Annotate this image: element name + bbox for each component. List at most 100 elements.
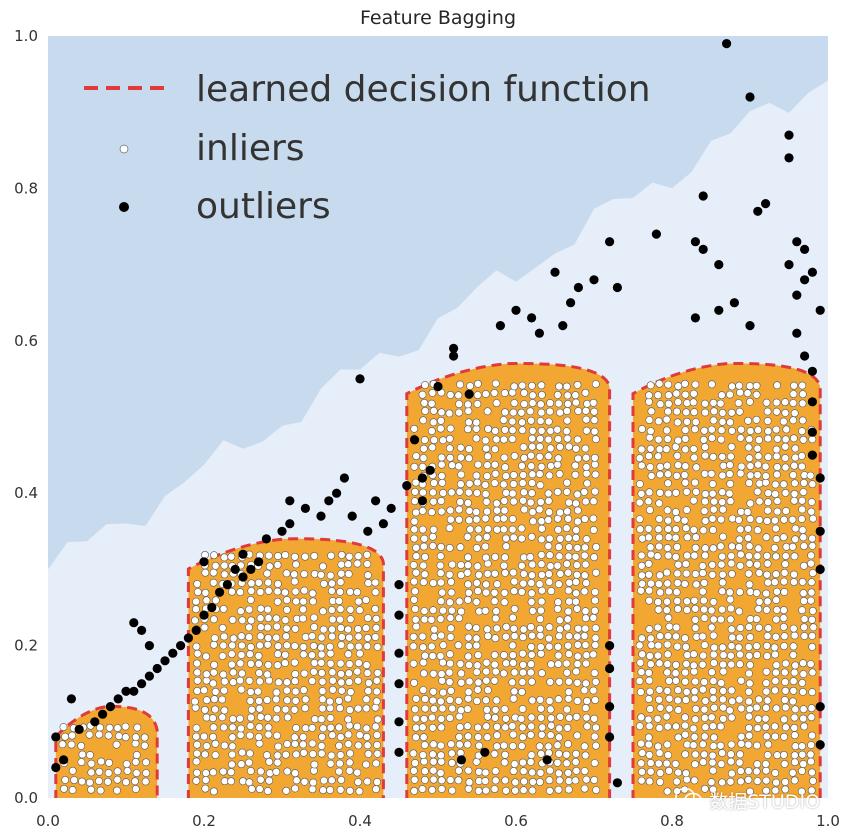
inlier-point bbox=[701, 784, 709, 793]
inlier-point bbox=[483, 686, 492, 695]
inlier-point bbox=[663, 579, 672, 588]
inlier-point bbox=[701, 451, 710, 460]
inlier-point bbox=[716, 741, 725, 750]
inlier-point bbox=[681, 462, 690, 471]
inlier-point bbox=[464, 784, 473, 793]
inlier-point bbox=[446, 453, 455, 462]
inlier-point bbox=[752, 615, 761, 623]
inlier-point bbox=[655, 533, 664, 542]
inlier-point bbox=[655, 659, 664, 668]
inlier-point bbox=[336, 733, 345, 741]
inlier-point bbox=[746, 471, 755, 480]
inlier-point bbox=[752, 767, 761, 776]
legend-label-decision: learned decision function bbox=[196, 69, 651, 110]
inlier-point bbox=[780, 588, 789, 596]
inlier-point bbox=[690, 687, 699, 696]
inlier-point bbox=[263, 569, 272, 578]
inlier-point bbox=[483, 452, 492, 461]
inlier-point bbox=[573, 652, 582, 661]
outlier-point bbox=[698, 244, 708, 254]
inlier-point bbox=[708, 751, 717, 760]
inlier-point bbox=[527, 751, 536, 759]
inlier-point bbox=[753, 741, 761, 750]
inlier-point bbox=[556, 625, 564, 634]
inlier-point bbox=[674, 382, 683, 391]
inlier-point bbox=[681, 390, 690, 399]
inlier-point bbox=[511, 778, 520, 787]
inlier-point bbox=[563, 668, 571, 677]
inlier-point bbox=[645, 391, 653, 400]
inlier-point bbox=[446, 624, 455, 633]
inlier-point bbox=[700, 750, 709, 759]
inlier-point bbox=[527, 532, 536, 541]
inlier-point bbox=[308, 785, 317, 794]
inlier-point bbox=[501, 750, 509, 759]
inlier-point bbox=[744, 524, 753, 533]
inlier-point bbox=[682, 408, 691, 417]
inlier-point bbox=[553, 605, 562, 613]
inlier-point bbox=[771, 650, 779, 659]
inlier-point bbox=[420, 436, 429, 444]
inlier-point bbox=[345, 678, 354, 686]
inlier-point bbox=[508, 489, 517, 498]
inlier-point bbox=[492, 742, 501, 751]
inlier-point bbox=[337, 641, 346, 649]
inlier-point bbox=[737, 425, 746, 434]
inlier-point bbox=[798, 390, 807, 399]
inlier-point bbox=[535, 580, 544, 588]
inlier-points bbox=[58, 379, 818, 796]
inlier-point bbox=[247, 705, 256, 714]
inlier-point bbox=[454, 462, 463, 471]
inlier-point bbox=[654, 525, 663, 534]
inlier-point bbox=[346, 749, 354, 758]
inlier-point bbox=[335, 759, 344, 768]
inlier-point bbox=[409, 632, 418, 641]
inlier-point bbox=[745, 542, 754, 551]
inlier-point bbox=[437, 497, 446, 505]
inlier-point bbox=[371, 588, 380, 597]
inlier-point bbox=[209, 578, 218, 587]
inlier-point bbox=[256, 604, 265, 613]
inlier-point bbox=[745, 652, 754, 660]
chart-title: Feature Bagging bbox=[360, 7, 516, 29]
inlier-point bbox=[709, 694, 718, 703]
inlier-point bbox=[508, 435, 517, 443]
inlier-point bbox=[457, 470, 466, 479]
inlier-point bbox=[701, 490, 710, 498]
inlier-point bbox=[456, 660, 465, 668]
inlier-point bbox=[779, 623, 788, 631]
inlier-point bbox=[201, 568, 210, 577]
inlier-point bbox=[800, 561, 808, 570]
inlier-point bbox=[519, 668, 527, 677]
inlier-point bbox=[526, 668, 535, 677]
inlier-point bbox=[509, 742, 517, 750]
inlier-point bbox=[265, 769, 274, 778]
inlier-point bbox=[246, 650, 254, 659]
inlier-point bbox=[509, 624, 518, 633]
inlier-point bbox=[337, 633, 346, 641]
outlier-point bbox=[129, 686, 139, 696]
inlier-point bbox=[411, 733, 420, 742]
inlier-point bbox=[545, 786, 554, 795]
inlier-point bbox=[545, 471, 554, 480]
inlier-point bbox=[646, 652, 654, 660]
inlier-point bbox=[545, 623, 554, 632]
inlier-point bbox=[482, 497, 491, 506]
inlier-point bbox=[665, 766, 673, 775]
inlier-point bbox=[299, 643, 308, 651]
inlier-point bbox=[409, 766, 418, 775]
inlier-point bbox=[337, 569, 346, 578]
inlier-point bbox=[437, 453, 446, 462]
inlier-point bbox=[96, 723, 104, 732]
inlier-point bbox=[681, 668, 690, 677]
inlier-point bbox=[719, 505, 727, 514]
inlier-point bbox=[483, 507, 491, 516]
inlier-point bbox=[580, 767, 589, 775]
inlier-point bbox=[353, 559, 362, 568]
inlier-point bbox=[317, 650, 326, 659]
inlier-point bbox=[772, 524, 780, 533]
outlier-point bbox=[511, 305, 521, 315]
inlier-point bbox=[799, 659, 807, 668]
inlier-point bbox=[681, 379, 689, 388]
inlier-point bbox=[699, 435, 708, 444]
